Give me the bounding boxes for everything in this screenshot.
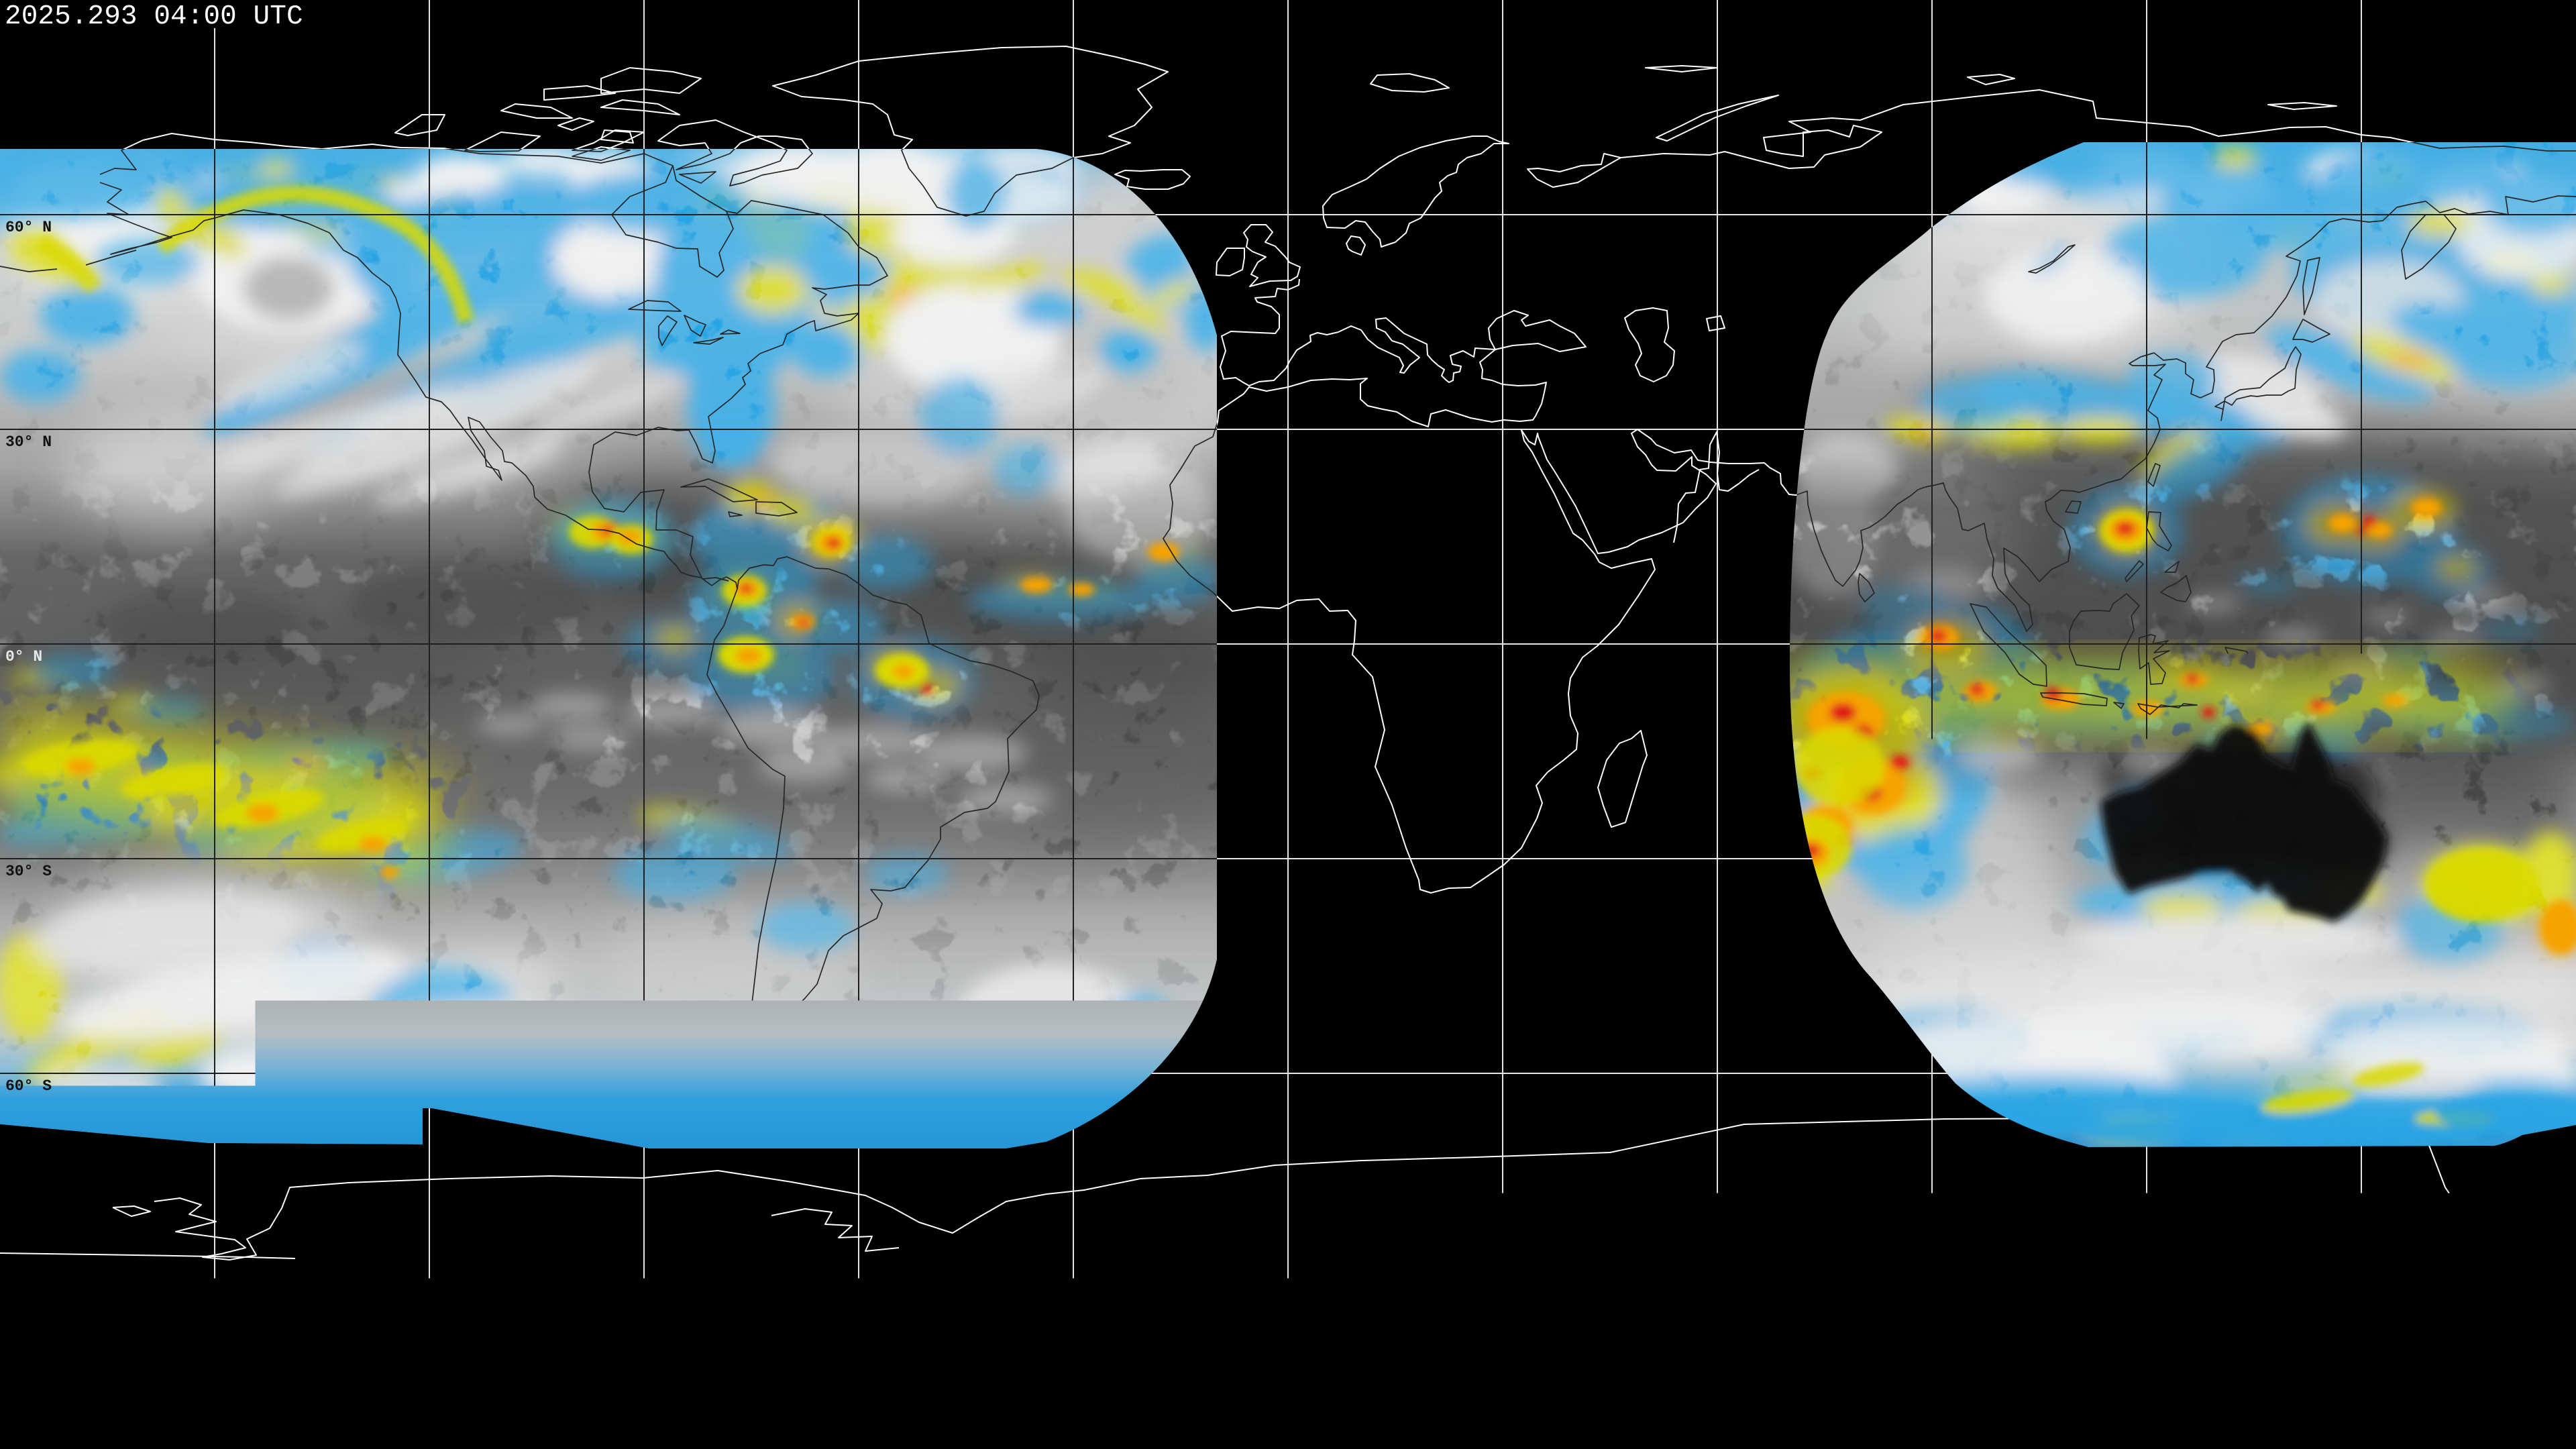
svg-text:280: 280 [1570,1342,1621,1374]
svg-text:60° N: 60° N [5,219,52,236]
svg-text:200: 200 [868,1342,919,1374]
svg-text:2025.293 04:00 UTC: 2025.293 04:00 UTC [5,1,303,32]
svg-text:270: 270 [1483,1342,1534,1374]
svg-text:30° S: 30° S [5,863,52,880]
svg-text:190: 190 [780,1342,831,1374]
svg-text:240: 240 [1219,1342,1270,1374]
svg-text:260: 260 [1395,1342,1446,1374]
svg-text:290: 290 [1658,1342,1709,1374]
svg-text:210: 210 [956,1342,1007,1374]
svg-text:Brightness Temperature in 12.0: Brightness Temperature in 12.0um, Kelvin [950,1377,1626,1409]
svg-text:180: 180 [692,1342,743,1374]
svg-text:0° N: 0° N [5,648,42,665]
svg-text:60° S: 60° S [5,1077,52,1095]
svg-text:220: 220 [1043,1342,1094,1374]
svg-text:310: 310 [1833,1342,1884,1374]
svg-text:230: 230 [1131,1342,1182,1374]
svg-text:250: 250 [1307,1342,1358,1374]
svg-text:30° N: 30° N [5,433,52,451]
svg-text:300: 300 [1746,1342,1796,1374]
